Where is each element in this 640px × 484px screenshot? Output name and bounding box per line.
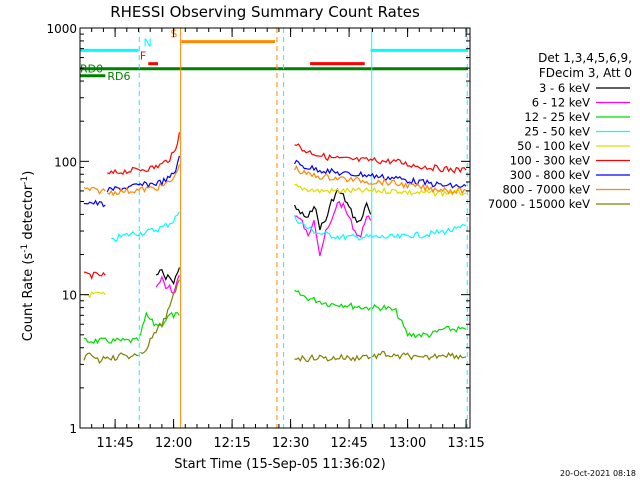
- legend-label-1: 6 - 12 keV: [532, 96, 590, 110]
- legend-header-decim: FDecim 3, Att 0: [539, 66, 632, 80]
- legend-label-4: 50 - 100 keV: [517, 139, 590, 153]
- footer-timestamp: 20-Oct-2021 08:18: [560, 469, 636, 478]
- series-line-8-3: [372, 350, 467, 361]
- x-tick-label-5: 13:00: [389, 436, 426, 451]
- legend-label-8: 7000 - 15000 keV: [488, 197, 590, 211]
- series-line-3-0: [111, 211, 180, 242]
- flag-label-rd0: RD0: [80, 63, 103, 76]
- series-lines: [83, 132, 467, 364]
- series-line-2-1: [139, 311, 180, 336]
- flag-label-f: F: [140, 50, 146, 63]
- x-tick-label-6: 13:15: [447, 436, 484, 451]
- x-tick-label-3: 12:30: [272, 436, 309, 451]
- series-line-2-0: [83, 337, 140, 345]
- legend-label-0: 3 - 6 keV: [539, 81, 590, 95]
- legend: Det 1,3,4,5,6,9, FDecim 3, Att 0 3 - 6 k…: [488, 51, 632, 211]
- chart-title: RHESSI Observing Summary Count Rates: [110, 3, 420, 21]
- x-tick-label-1: 12:00: [155, 436, 192, 451]
- legend-label-7: 800 - 7000 keV: [502, 183, 590, 197]
- series-line-7-0: [83, 186, 106, 195]
- series-line-1-1: [294, 200, 372, 257]
- series-line-6-2: [293, 159, 467, 189]
- legend-label-5: 100 - 300 keV: [510, 154, 590, 168]
- series-line-5-0: [83, 271, 106, 280]
- legend-label-2: 12 - 25 keV: [524, 110, 590, 124]
- series-line-2-3: [371, 303, 467, 339]
- y-tick-label-2: 10: [62, 289, 77, 303]
- series-line-8-0: [83, 352, 139, 364]
- legend-label-6: 300 - 800 keV: [510, 168, 590, 182]
- series-line-7-2: [293, 164, 467, 196]
- y-tick-label-1: 100: [54, 155, 77, 169]
- series-line-5-1: [107, 132, 180, 175]
- series-line-1-0: [155, 274, 180, 295]
- axes: 1000 100 10 1 11:45 12:00 12:15 12:30 12:45 13:00…: [46, 22, 484, 451]
- series-line-6-1: [106, 155, 180, 193]
- plot-frame: [79, 27, 471, 429]
- vertical-markers: [79, 28, 468, 428]
- legend-label-3: 25 - 50 keV: [524, 125, 590, 139]
- flag-label-n: N: [144, 36, 152, 49]
- series-line-4-1: [294, 183, 467, 198]
- flag-bars: NFSRD0RD6: [80, 28, 469, 83]
- series-line-3-1: [293, 214, 467, 241]
- y-tick-label-3: 1: [69, 422, 77, 436]
- series-line-0-1: [293, 187, 372, 231]
- series-line-5-2: [294, 143, 467, 174]
- series-line-8-2: [294, 353, 371, 363]
- x-tick-label-0: 11:45: [96, 436, 133, 451]
- y-tick-label-0: 1000: [46, 22, 77, 36]
- series-line-8-1: [140, 279, 180, 355]
- flag-label-rd6: RD6: [107, 70, 130, 83]
- x-tick-label-4: 12:45: [330, 436, 367, 451]
- x-axis-label: Start Time (15-Sep-05 11:36:02): [174, 457, 385, 472]
- series-line-0-0: [155, 267, 180, 286]
- series-line-6-0: [83, 199, 106, 208]
- series-line-2-2: [294, 289, 372, 311]
- legend-header-detectors: Det 1,3,4,5,6,9,: [538, 51, 632, 65]
- series-line-7-1: [106, 164, 180, 197]
- y-axis-label: Count Rate (s-1 detector-1): [20, 171, 36, 342]
- x-tick-label-2: 12:15: [213, 436, 250, 451]
